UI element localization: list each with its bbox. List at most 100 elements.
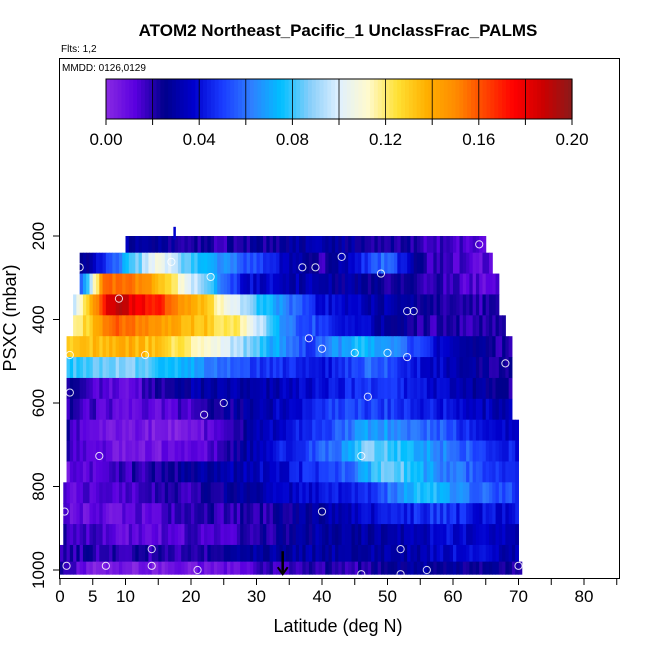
heatmap-cell [282,357,287,379]
heatmap-cell [335,236,339,254]
heatmap-cell [66,524,71,546]
heatmap-cell [272,236,277,254]
heatmap-cell [354,482,359,504]
heatmap-cell [181,482,185,504]
heatmap-cell [141,461,146,483]
heatmap-cell [305,236,310,254]
heatmap-cell [331,461,336,483]
heatmap-cell [344,273,349,295]
heatmap-cell [443,294,447,316]
heatmap-cell [433,377,438,400]
heatmap-cell [96,482,100,504]
heatmap-cell [92,377,97,400]
heatmap-cell [243,398,248,421]
heatmap-cell [331,377,336,400]
heatmap-cell [469,236,474,254]
heatmap-cell [99,503,104,525]
heatmap-cell [263,561,267,575]
heatmap-cell [315,419,320,442]
heatmap-cell [135,315,140,337]
heatmap-cell [325,252,330,275]
heatmap-cell [135,461,140,483]
heatmap-cell [439,482,444,504]
heatmap-cell [423,357,428,379]
heatmap-cell [194,461,199,483]
heatmap-cell [289,524,294,546]
heatmap-cell [426,336,431,358]
heatmap-cell [384,440,388,462]
colorbar-swatch [505,79,511,119]
heatmap-cell [338,544,343,563]
heatmap-cell [217,273,221,295]
heatmap-cell [79,524,84,546]
heatmap-cell [292,419,297,442]
heatmap-cell [259,315,264,337]
heatmap-cell [371,440,375,462]
heatmap-cell [256,461,261,483]
heatmap-cell [292,315,297,337]
heatmap-cell [69,357,74,379]
heatmap-cell [151,252,156,275]
heatmap-cell [168,524,172,546]
heatmap-cell [187,236,192,254]
heatmap-cell [263,503,267,525]
heatmap-cell [482,544,487,563]
heatmap-cell [223,294,228,316]
heatmap-cell [377,252,382,275]
heatmap-cell [328,294,333,316]
heatmap-cell [249,294,254,316]
heatmap-cell [96,524,100,546]
heatmap-cell [312,398,316,421]
heatmap-cell [443,503,447,525]
heatmap-cell [122,273,126,295]
heatmap-cell [266,524,271,546]
heatmap-cell [82,440,87,462]
colorbar-swatch [339,79,344,119]
heatmap-cell [462,482,467,504]
heatmap-cell [462,273,467,295]
heatmap-cell [86,503,90,525]
heatmap-cell [312,236,316,254]
heatmap-cell [263,315,267,337]
heatmap-cell [213,357,218,379]
heatmap-cell [272,357,277,379]
heatmap-cell [367,419,372,442]
colorbar-swatch [544,79,550,119]
heatmap-cell [236,524,241,546]
heatmap-cell [335,419,339,442]
heatmap-cell [475,440,480,462]
heatmap-cell [390,398,395,421]
heatmap-cell [145,524,149,546]
heatmap-cell [433,440,438,462]
heatmap-cell [475,419,480,442]
heatmap-cell [374,461,379,483]
heatmap-cell [86,482,90,504]
heatmap-cell [387,315,392,337]
colorbar-swatch [350,79,356,119]
heatmap-cell [518,561,523,575]
heatmap-cell [76,544,81,563]
heatmap-cell [79,273,84,295]
heatmap-cell [207,315,212,337]
y-tick-label: 200 [29,222,48,250]
heatmap-cell [109,273,113,295]
heatmap-cell [305,524,310,546]
heatmap-cell [279,561,284,575]
heatmap-cell [367,252,372,275]
heatmap-cell [200,252,205,275]
heatmap-cell [387,544,392,563]
heatmap-cell [200,561,205,575]
heatmap-cell [79,440,84,462]
heatmap-cell [469,419,474,442]
heatmap-cell [485,503,490,525]
heatmap-cell [299,524,303,546]
heatmap-cell [377,561,382,575]
colorbar-swatch [261,79,266,119]
heatmap-cell [76,294,81,316]
colorbar-swatch [397,79,402,119]
heatmap-cell [325,561,330,575]
heatmap-cell [243,524,248,546]
heatmap-cell [380,419,385,442]
heatmap-cell [505,561,510,575]
heatmap-cell [420,544,425,563]
